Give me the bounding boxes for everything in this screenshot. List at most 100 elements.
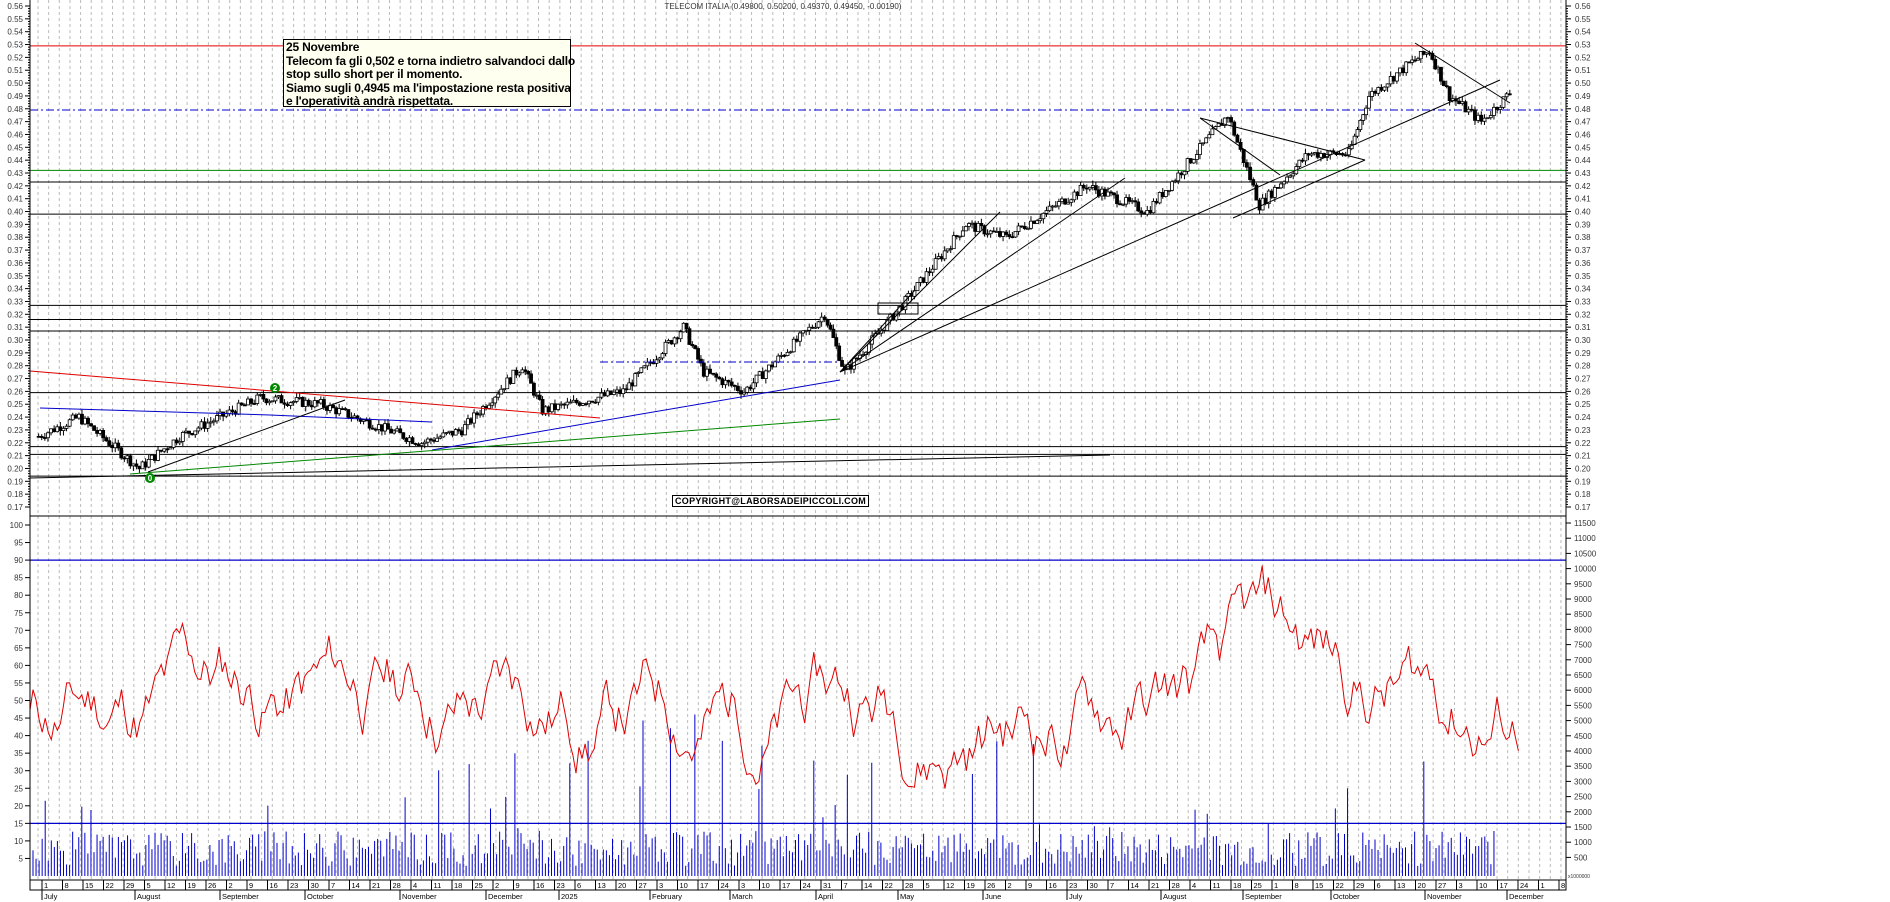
svg-text:5: 5 [147,881,151,890]
svg-text:0.32: 0.32 [7,310,23,319]
svg-text:0.33: 0.33 [1575,297,1591,306]
svg-text:0.45: 0.45 [1575,143,1591,152]
svg-text:0.25: 0.25 [7,400,23,409]
svg-text:0.29: 0.29 [7,349,23,358]
svg-text:0.49: 0.49 [1575,92,1591,101]
svg-text:0.19: 0.19 [7,477,23,486]
svg-text:March: March [732,892,753,901]
svg-text:1: 1 [1541,881,1545,890]
svg-text:28: 28 [393,881,401,890]
svg-text:0.20: 0.20 [1575,464,1591,473]
svg-text:31: 31 [823,881,831,890]
svg-text:0.27: 0.27 [1575,375,1591,384]
svg-text:0.31: 0.31 [7,323,23,332]
svg-text:July: July [44,892,58,901]
svg-text:22: 22 [1336,881,1344,890]
svg-text:50: 50 [14,697,23,706]
svg-text:August: August [1163,892,1187,901]
svg-text:7500: 7500 [1574,641,1592,650]
svg-text:5: 5 [926,881,930,890]
svg-text:15: 15 [85,881,93,890]
svg-text:0.52: 0.52 [7,53,23,62]
svg-text:0.37: 0.37 [1575,246,1591,255]
svg-text:August: August [137,892,161,901]
svg-text:1: 1 [44,881,48,890]
svg-text:0.44: 0.44 [1575,156,1591,165]
svg-text:29: 29 [1356,881,1364,890]
svg-text:0.46: 0.46 [1575,130,1591,139]
svg-text:21: 21 [1151,881,1159,890]
svg-text:0.53: 0.53 [1575,41,1591,50]
svg-text:8: 8 [1561,881,1565,890]
svg-text:October: October [1333,892,1360,901]
svg-text:11500: 11500 [1574,519,1596,528]
svg-text:0.42: 0.42 [7,182,23,191]
svg-text:0.52: 0.52 [1575,53,1591,62]
svg-text:3500: 3500 [1574,762,1592,771]
svg-text:x1000000: x1000000 [1568,874,1590,880]
svg-text:0.47: 0.47 [1575,118,1591,127]
svg-text:0.30: 0.30 [7,336,23,345]
svg-text:0.50: 0.50 [1575,79,1591,88]
svg-text:4: 4 [1192,881,1196,890]
svg-text:0.18: 0.18 [1575,490,1591,499]
svg-text:0.44: 0.44 [7,156,23,165]
svg-text:July: July [1069,892,1083,901]
svg-text:9: 9 [1028,881,1032,890]
svg-text:100: 100 [10,521,24,530]
svg-text:11000: 11000 [1574,534,1596,543]
svg-text:0.31: 0.31 [1575,323,1591,332]
svg-text:0.42: 0.42 [1575,182,1591,191]
svg-text:22: 22 [106,881,114,890]
svg-text:70: 70 [14,626,23,635]
svg-text:16: 16 [1049,881,1057,890]
svg-text:1000: 1000 [1574,838,1592,847]
svg-text:2500: 2500 [1574,793,1592,802]
svg-text:80: 80 [14,591,23,600]
svg-text:0.40: 0.40 [1575,208,1591,217]
svg-text:8: 8 [65,881,69,890]
svg-text:0.22: 0.22 [1575,439,1591,448]
svg-text:24: 24 [721,881,729,890]
svg-text:0.37: 0.37 [7,246,23,255]
svg-text:0.39: 0.39 [1575,220,1591,229]
svg-text:75: 75 [14,609,23,618]
svg-text:9: 9 [516,881,520,890]
svg-text:0.21: 0.21 [1575,452,1591,461]
grid-lines [37,0,1562,880]
svg-text:23: 23 [1069,881,1077,890]
svg-text:17: 17 [1500,881,1508,890]
svg-text:11: 11 [434,881,442,890]
svg-text:22: 22 [885,881,893,890]
svg-text:0.41: 0.41 [7,195,23,204]
svg-text:6: 6 [1377,881,1381,890]
svg-text:0.28: 0.28 [7,362,23,371]
svg-text:0.51: 0.51 [7,66,23,75]
svg-text:2025: 2025 [561,892,578,901]
svg-text:June: June [985,892,1001,901]
svg-text:April: April [818,892,833,901]
svg-text:0.30: 0.30 [1575,336,1591,345]
svg-text:20: 20 [14,802,23,811]
svg-text:0.32: 0.32 [1575,310,1591,319]
svg-text:0.53: 0.53 [7,41,23,50]
svg-text:0.33: 0.33 [7,297,23,306]
svg-text:19: 19 [967,881,975,890]
copyright-label: COPYRIGHT@LABORSADEIPICCOLI.COM [672,495,870,507]
svg-text:0.54: 0.54 [1575,28,1591,37]
svg-text:9000: 9000 [1574,595,1592,604]
svg-text:12: 12 [167,881,175,890]
svg-text:0.35: 0.35 [7,272,23,281]
svg-text:3: 3 [659,881,663,890]
svg-text:95: 95 [14,539,23,548]
svg-text:8500: 8500 [1574,610,1592,619]
svg-text:14: 14 [864,881,872,890]
svg-text:September: September [1245,892,1282,901]
svg-text:1: 1 [1274,881,1278,890]
svg-text:November: November [1427,892,1462,901]
annotation-line: stop sullo short per il momento. [286,67,463,81]
svg-text:7000: 7000 [1574,656,1592,665]
svg-text:0.36: 0.36 [1575,259,1591,268]
svg-text:10500: 10500 [1574,549,1597,558]
